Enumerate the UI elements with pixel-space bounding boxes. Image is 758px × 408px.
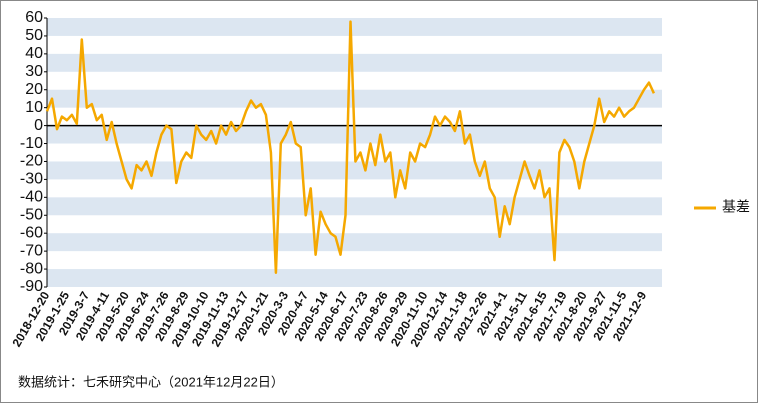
y-tick-label: 20 <box>25 81 43 98</box>
y-tick-label: 30 <box>25 63 43 80</box>
y-tick-label: 50 <box>25 27 43 44</box>
legend-label: 基差 <box>722 199 750 215</box>
y-tick-label: -40 <box>20 189 43 206</box>
band <box>47 89 662 108</box>
y-tick-label: -50 <box>20 206 43 223</box>
y-tick-label: -30 <box>20 171 43 188</box>
band <box>47 269 662 287</box>
band <box>47 161 662 180</box>
band <box>47 18 662 36</box>
y-tick-label: -80 <box>20 260 43 277</box>
y-tick-label: 0 <box>34 117 43 134</box>
y-tick-label: -60 <box>20 224 43 241</box>
y-tick-label: -20 <box>20 153 43 170</box>
band <box>47 53 662 72</box>
band <box>47 233 662 252</box>
y-tick-label: 60 <box>25 9 43 26</box>
y-tick-label: 40 <box>25 45 43 62</box>
y-tick-label: 10 <box>25 99 43 116</box>
band <box>47 197 662 216</box>
line <box>45 20 656 274</box>
y-tick-label: -10 <box>20 135 43 152</box>
footnote: 数据统计：七禾研究中心（2021年12月22日） <box>18 374 284 389</box>
y-tick-label: -70 <box>20 242 43 259</box>
y-tick-label: -90 <box>20 278 43 295</box>
